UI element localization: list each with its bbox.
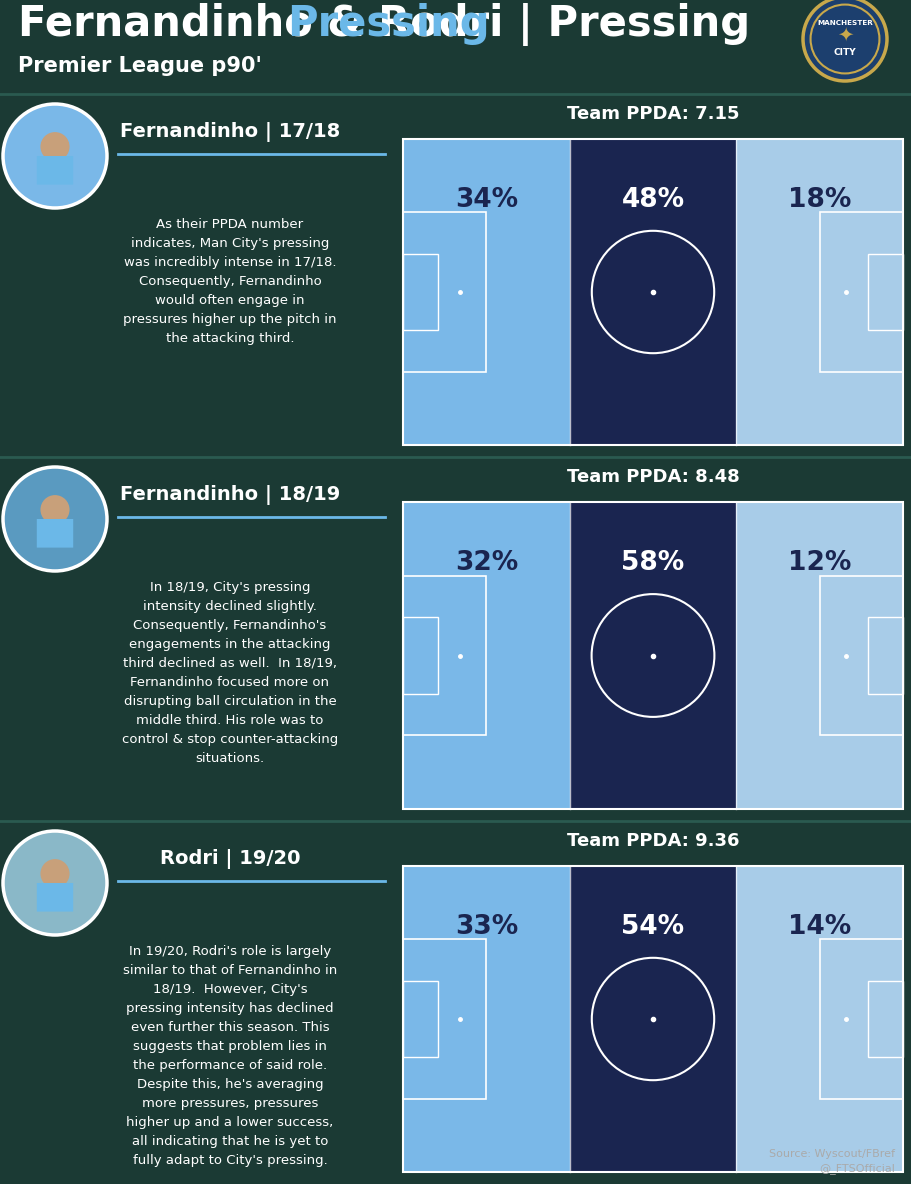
Bar <box>403 502 902 809</box>
Bar <box>403 253 437 330</box>
Bar <box>819 575 902 735</box>
Bar <box>569 866 735 1172</box>
FancyBboxPatch shape <box>36 883 73 912</box>
Text: 14%: 14% <box>787 914 850 940</box>
Circle shape <box>802 0 886 81</box>
Text: Pressing: Pressing <box>287 4 489 45</box>
Bar <box>403 502 569 809</box>
Text: In 18/19, City's pressing
intensity declined slightly.
Consequently, Fernandinho: In 18/19, City's pressing intensity decl… <box>122 581 338 765</box>
Bar <box>403 212 486 372</box>
Circle shape <box>40 860 69 888</box>
Bar <box>819 212 902 372</box>
Text: 33%: 33% <box>455 914 517 940</box>
Text: 12%: 12% <box>787 551 851 577</box>
Bar <box>403 139 902 445</box>
Bar <box>403 139 569 445</box>
Text: Team PPDA: 8.48: Team PPDA: 8.48 <box>566 468 739 485</box>
Text: 34%: 34% <box>455 187 517 213</box>
Bar <box>735 866 902 1172</box>
Circle shape <box>3 831 107 935</box>
Bar <box>403 866 569 1172</box>
Text: MANCHESTER: MANCHESTER <box>816 20 872 26</box>
Bar <box>819 939 902 1099</box>
Text: 54%: 54% <box>620 914 684 940</box>
Text: 18%: 18% <box>787 187 851 213</box>
Bar <box>403 617 437 694</box>
Text: Team PPDA: 7.15: Team PPDA: 7.15 <box>566 105 739 123</box>
FancyBboxPatch shape <box>36 519 73 548</box>
Circle shape <box>3 466 107 571</box>
Bar <box>735 139 902 445</box>
Text: 48%: 48% <box>620 187 684 213</box>
Text: 58%: 58% <box>620 551 684 577</box>
Bar <box>735 502 902 809</box>
Circle shape <box>40 133 69 161</box>
Text: CITY: CITY <box>833 47 855 57</box>
Bar <box>569 502 735 809</box>
Bar <box>403 866 902 1172</box>
Text: Premier League p90': Premier League p90' <box>18 56 261 76</box>
Bar <box>403 980 437 1057</box>
Circle shape <box>3 104 107 208</box>
Text: Fernandinho | 17/18: Fernandinho | 17/18 <box>119 122 340 142</box>
Circle shape <box>40 495 69 525</box>
Bar <box>867 253 902 330</box>
Text: Team PPDA: 9.36: Team PPDA: 9.36 <box>566 832 739 850</box>
FancyBboxPatch shape <box>36 156 73 185</box>
Bar <box>867 980 902 1057</box>
Text: In 19/20, Rodri's role is largely
similar to that of Fernandinho in
18/19.  Howe: In 19/20, Rodri's role is largely simila… <box>123 945 337 1167</box>
Bar <box>569 139 735 445</box>
Text: Fernandinho | 18/19: Fernandinho | 18/19 <box>119 485 340 506</box>
Text: ✦: ✦ <box>836 25 853 44</box>
Text: Fernandinho & Rodri | Pressing: Fernandinho & Rodri | Pressing <box>18 2 750 45</box>
Bar <box>867 617 902 694</box>
Text: Rodri | 19/20: Rodri | 19/20 <box>159 849 300 869</box>
Text: Source: Wyscout/FBref
@_FTSOfficial: Source: Wyscout/FBref @_FTSOfficial <box>768 1150 894 1175</box>
Bar <box>403 575 486 735</box>
Text: 32%: 32% <box>455 551 517 577</box>
Text: As their PPDA number
indicates, Man City's pressing
was incredibly intense in 17: As their PPDA number indicates, Man City… <box>123 218 336 345</box>
Bar <box>403 939 486 1099</box>
